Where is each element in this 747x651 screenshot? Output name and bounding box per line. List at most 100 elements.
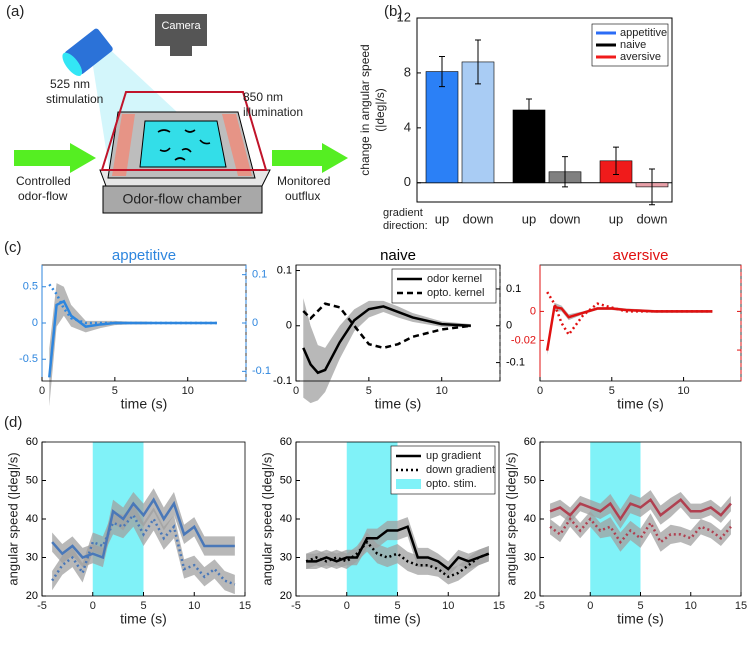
series-line	[305, 540, 490, 579]
plot-frame	[416, 17, 673, 203]
illum-label: illumination	[243, 105, 303, 119]
series-line	[546, 291, 713, 337]
panel-label: (a)	[6, 3, 24, 20]
x-tick-label: down	[462, 211, 493, 226]
x-tick-label: 5	[366, 385, 372, 397]
legend-label: aversive	[620, 51, 661, 63]
chart-title: appetitive	[112, 247, 176, 264]
y-axis-label: angular speed (|deg|/s)	[5, 452, 20, 585]
diagram: Camera Odor-flow chamber 525 nm stimulat…	[14, 14, 348, 214]
x-tick-label: 0	[587, 600, 593, 612]
x-tick-label: -5	[291, 600, 301, 612]
x-tick-label: 10	[442, 600, 454, 612]
y2-tick-label: 0	[252, 317, 258, 329]
x-tick-label: 0	[39, 385, 45, 397]
x-tick-label: 10	[436, 385, 448, 397]
error-bar	[613, 146, 619, 176]
x-tick-label: 15	[493, 600, 505, 612]
series-line	[302, 302, 472, 350]
legend-label: odor kernel	[427, 273, 482, 285]
error-bar	[475, 39, 481, 85]
series-line	[51, 497, 235, 560]
x-axis-label: direction:	[383, 220, 428, 232]
x-tick-label: down	[636, 211, 667, 226]
illum-label: 850 nm	[243, 90, 283, 104]
y-tick-label: 0.5	[23, 281, 38, 293]
x-tick-label: 0	[537, 385, 543, 397]
y2-tick-label: 0	[506, 320, 512, 332]
arena	[139, 120, 227, 168]
legend-label: down gradient	[426, 464, 495, 476]
y2-tick-label: 0.1	[252, 269, 267, 281]
y-axis-label: angular speed (|deg|/s)	[259, 452, 274, 585]
legend-label: opto. kernel	[427, 287, 484, 299]
y-tick-label: 20	[26, 590, 38, 602]
x-tick-label: -5	[37, 600, 47, 612]
error-bar	[649, 168, 655, 206]
x-tick-label: -5	[535, 600, 545, 612]
error-band	[303, 298, 471, 404]
error-band	[550, 490, 731, 529]
series-line	[545, 305, 713, 351]
legend-swatch	[396, 479, 421, 489]
y-tick-label: 50	[280, 474, 292, 486]
y-axis-label: change in angular speed	[358, 44, 372, 175]
x-tick-label: 10	[182, 385, 194, 397]
stim-label: stimulation	[46, 92, 103, 106]
frame	[100, 91, 268, 171]
ir-strip	[222, 114, 252, 176]
x-tick-label: up	[522, 211, 536, 226]
series-line	[302, 305, 471, 375]
series-line	[51, 512, 236, 586]
y-tick-label: -0.1	[273, 375, 292, 387]
y-tick-label: 30	[26, 551, 38, 563]
legend-label: appetitive	[620, 27, 667, 39]
x-tick-label: 5	[140, 600, 146, 612]
chart-title: aversive	[613, 247, 669, 264]
y-tick-label: -0.02	[511, 334, 536, 346]
legend-label: up gradient	[426, 450, 481, 462]
x-tick-label: 0	[90, 600, 96, 612]
inflow-arrow	[14, 143, 96, 173]
y-tick-label: 60	[524, 436, 536, 448]
outflow-label: Monitored	[277, 174, 330, 188]
error-band	[306, 532, 489, 585]
y-tick-label: 0	[286, 320, 292, 332]
legend-label: naive	[620, 39, 646, 51]
stimulus-shade	[346, 442, 398, 596]
inflow-label: odor-flow	[18, 189, 68, 203]
series-line	[549, 516, 732, 545]
series-line	[48, 283, 217, 325]
panel-label: (d)	[4, 414, 22, 431]
ir-strip	[112, 114, 135, 176]
chart-title: naive	[380, 247, 416, 264]
x-axis-label: time (s)	[617, 611, 664, 627]
led	[62, 28, 113, 76]
error-band	[52, 503, 235, 595]
x-tick-label: 5	[112, 385, 118, 397]
x-tick-label: 10	[685, 600, 697, 612]
x-axis-label: time (s)	[120, 611, 167, 627]
x-tick-label: 0	[293, 385, 299, 397]
x-axis-label: time (s)	[617, 396, 664, 412]
legend-box	[391, 268, 497, 304]
stim-label: 525 nm	[50, 77, 90, 91]
y-tick-label: 50	[26, 474, 38, 486]
x-tick-label: 5	[394, 600, 400, 612]
chamber-label: Odor-flow chamber	[122, 191, 241, 207]
x-tick-label: 15	[735, 600, 747, 612]
x-tick-label: 5	[637, 600, 643, 612]
y-tick-label: 30	[524, 551, 536, 563]
y-tick-label: 20	[280, 590, 292, 602]
series-line	[48, 299, 217, 378]
x-axis-label: gradient	[383, 207, 423, 219]
inflow-label: Controlled	[16, 174, 71, 188]
panel-label: (c)	[4, 239, 22, 256]
x-tick-label: 5	[609, 385, 615, 397]
y2-tick-label: 0.1	[506, 283, 521, 295]
bar	[425, 71, 459, 184]
x-tick-label: up	[609, 211, 623, 226]
y-tick-label: 0	[32, 317, 38, 329]
outflow-label: outflux	[285, 189, 320, 203]
x-tick-label: 0	[344, 600, 350, 612]
